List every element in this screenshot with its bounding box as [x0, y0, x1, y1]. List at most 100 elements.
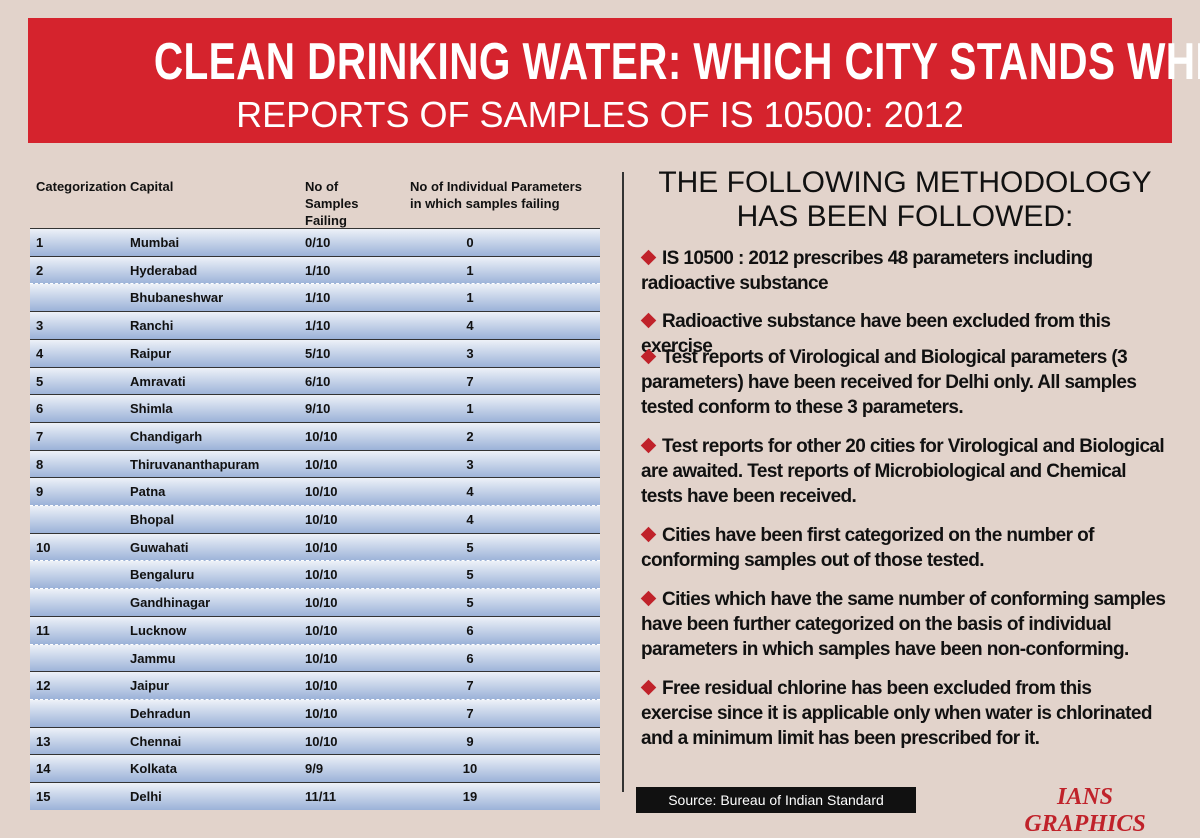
table-cell: 9 [466, 733, 474, 749]
table-cell: 11/11 [305, 789, 337, 804]
table-cell: Bhopal [130, 512, 175, 527]
table-cell: 5 [466, 539, 474, 555]
bullet [640, 312, 657, 329]
table-cell: 8 [36, 456, 44, 472]
table-cell: 10/10 [305, 733, 338, 749]
table-row: 15 Delhi 11/11 19 [30, 782, 600, 810]
table-cell: Guwahati [130, 539, 189, 555]
point-text: Free residual chlorine has been excluded… [641, 678, 1152, 749]
table-row: 9 Patna 10/10 4 [30, 477, 600, 506]
table-cell: Kolkata [130, 761, 177, 777]
table-cell: 3 [466, 345, 474, 361]
table-cell: 9/9 [305, 761, 324, 777]
table-cell: 5/10 [305, 345, 331, 361]
table-cell: Bengaluru [130, 567, 195, 583]
table-cell: 7 [466, 373, 474, 389]
bullet [640, 590, 657, 607]
table-cell: Chennai [130, 733, 182, 749]
table-row: 10 Guwahati 10/10 5 [30, 532, 600, 561]
table-cell: 3 [36, 318, 44, 334]
table-cell: 1/10 [305, 262, 331, 278]
table-cell: 1/10 [305, 318, 331, 334]
table-cell: 4 [466, 512, 474, 527]
methodology-point: Test reports for other 20 cities for Vir… [640, 434, 1166, 509]
table-cell: 5 [36, 373, 44, 389]
bullet [640, 526, 657, 543]
column-header: No of Individual Parameters in which sam… [410, 179, 582, 211]
table-cell: 10 [462, 761, 478, 777]
table-cell: 10/10 [305, 512, 338, 527]
methodology-point: Test reports of Virological and Biologic… [640, 345, 1166, 420]
table-row: Jammu 10/10 6 [30, 643, 600, 672]
table-cell: 9/10 [305, 401, 331, 417]
table-cell: Delhi [130, 789, 162, 804]
table-row: 3 Ranchi 1/10 4 [30, 311, 600, 340]
table-row: 13 Chennai 10/10 9 [30, 726, 600, 755]
point-text: Cities have been first categorized on th… [641, 525, 1094, 571]
methodology-point: Free residual chlorine has been excluded… [640, 676, 1166, 751]
table-cell: 1 [36, 235, 44, 250]
table-cell: 1 [466, 290, 474, 306]
bullet [640, 249, 657, 266]
table-cell: 7 [466, 678, 474, 694]
title-banner: CLEAN DRINKING WATER: WHICH CITY STANDS … [28, 18, 1200, 143]
table-cell: 2 [466, 428, 474, 444]
table-cell: Mumbai [130, 235, 180, 250]
table-cell: 6/10 [305, 373, 331, 389]
table-cell: 2 [36, 262, 44, 278]
table-cell: Chandigarh [130, 428, 203, 444]
methodology-heading: THE FOLLOWING METHODOLOGY [658, 166, 1152, 199]
table-cell: 10/10 [305, 567, 338, 583]
table-cell: 11 [36, 622, 50, 638]
table-cell: 9 [36, 484, 44, 500]
table-cell: 5 [466, 567, 474, 583]
table-cell: 4 [466, 318, 474, 334]
table-row: Gandhinagar 10/10 5 [30, 588, 600, 617]
table-cell: 1/10 [305, 290, 331, 306]
point-text: Test reports for other 20 cities for Vir… [641, 436, 1165, 507]
table-cell: Thiruvananthapuram [130, 456, 260, 472]
table-row: 4 Raipur 5/10 3 [30, 338, 600, 367]
methodology-heading: HAS BEEN FOLLOWED: [736, 200, 1074, 233]
credit: IANS GRAPHICS [1024, 784, 1146, 837]
table-cell: 0/10 [305, 235, 331, 250]
table-cell: 15 [36, 789, 51, 804]
table-cell: 10 [36, 539, 51, 555]
table-cell: 5 [466, 595, 474, 611]
table-cell: 7 [36, 428, 44, 444]
table-cell: 10/10 [305, 595, 338, 611]
table-cell: 4 [466, 484, 474, 500]
column-header: Capital [130, 179, 174, 194]
bullet [640, 437, 657, 454]
column-header: Categorization [36, 179, 127, 194]
table-row: 6 Shimla 9/10 1 [30, 394, 600, 423]
table-cell: 4 [36, 345, 44, 361]
methodology-point: Radioactive substance have been excluded… [640, 309, 1166, 359]
subtitle: REPORTS OF SAMPLES OF IS 10500: 2012 [236, 94, 964, 135]
table-cell: Lucknow [130, 622, 187, 638]
table-row: Bengaluru 10/10 5 [30, 560, 600, 589]
table-cell: Dehradun [130, 705, 191, 721]
table-cell: 14 [36, 761, 51, 777]
table-row: 12 Jaipur 10/10 7 [30, 671, 600, 700]
table-cell: 12 [36, 678, 51, 694]
bullet [640, 679, 657, 696]
table-cell: 6 [36, 401, 44, 417]
table-row: 1 Mumbai 0/10 0 [30, 228, 600, 256]
point-text: Test reports of Virological and Biologic… [641, 347, 1137, 418]
methodology-point: IS 10500 : 2012 prescribes 48 parameters… [640, 246, 1166, 296]
column-header: No of Samples Failing [305, 179, 359, 228]
table-cell: 6 [466, 650, 474, 666]
point-text: IS 10500 : 2012 prescribes 48 parameters… [641, 248, 1093, 294]
table-cell: 10/10 [305, 456, 338, 472]
title: CLEAN DRINKING WATER: WHICH CITY STANDS … [153, 33, 1200, 91]
table-row: Bhopal 10/10 4 [30, 505, 600, 533]
table-row: Dehradun 10/10 7 [30, 698, 600, 727]
point-text: Radioactive substance have been excluded… [641, 311, 1111, 357]
table-cell: 10/10 [305, 484, 338, 500]
table-cell: 7 [466, 705, 474, 721]
divider [622, 172, 624, 792]
methodology-point: Cities have been first categorized on th… [640, 523, 1166, 573]
table-row: 2 Hyderabad 1/10 1 [30, 255, 600, 284]
